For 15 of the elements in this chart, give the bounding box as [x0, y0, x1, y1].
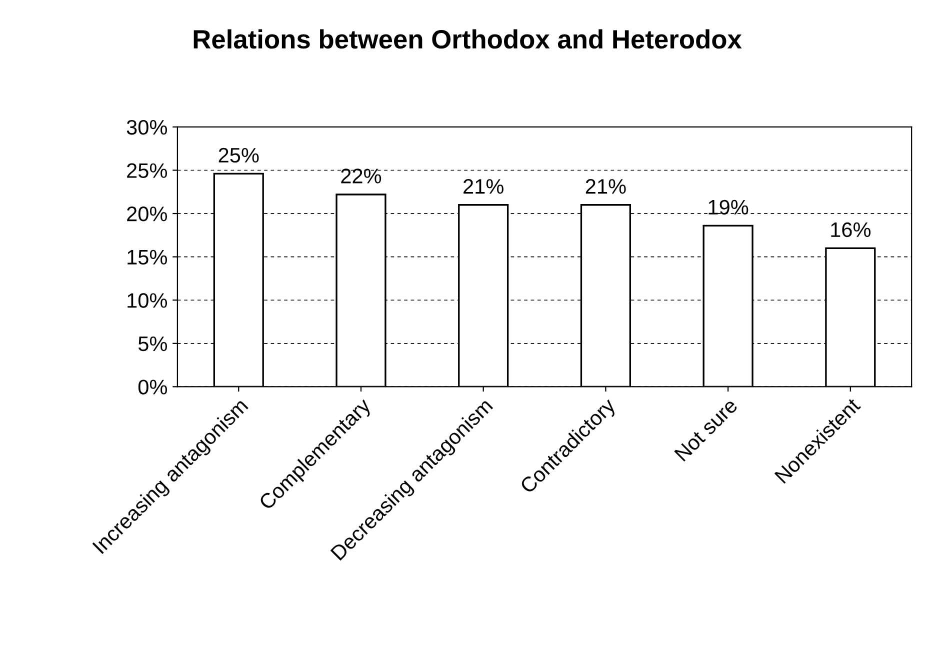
- data-label: 19%: [708, 200, 748, 215]
- data-label: 21%: [586, 179, 626, 194]
- data-label: 16%: [831, 222, 871, 238]
- y-tick-label: 15%: [128, 250, 167, 265]
- y-tick-label: 0%: [138, 380, 167, 394]
- y-tick-label: 5%: [138, 336, 167, 352]
- data-label: 22%: [341, 168, 382, 184]
- data-label: 21%: [464, 179, 504, 194]
- y-tick-label: 20%: [127, 206, 167, 222]
- chart-title: Relations between Orthodox and Heterodox: [194, 29, 742, 49]
- data-label: 25%: [218, 148, 259, 163]
- y-tick-label: 30%: [126, 120, 167, 135]
- y-tick-label: 25%: [127, 163, 167, 178]
- y-tick-label: 10%: [128, 293, 167, 308]
- x-tick-label: Not sure: [674, 398, 738, 462]
